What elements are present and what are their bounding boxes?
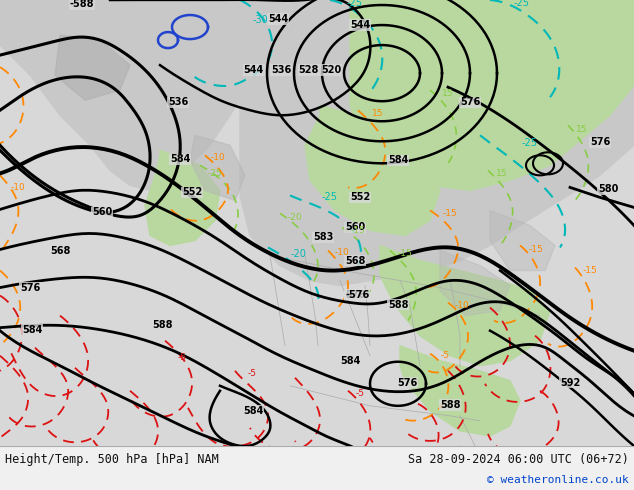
Text: 520: 520 bbox=[321, 65, 341, 75]
Text: 560: 560 bbox=[92, 207, 112, 218]
Polygon shape bbox=[0, 0, 80, 60]
Text: 584: 584 bbox=[170, 154, 190, 164]
Text: -15: -15 bbox=[398, 249, 412, 258]
Text: -25: -25 bbox=[208, 169, 223, 178]
Text: 568: 568 bbox=[345, 255, 365, 266]
Polygon shape bbox=[190, 135, 245, 200]
Text: -15: -15 bbox=[443, 209, 457, 218]
Polygon shape bbox=[145, 150, 220, 245]
Text: -10: -10 bbox=[335, 248, 349, 257]
Text: -10: -10 bbox=[210, 153, 225, 162]
Text: 584: 584 bbox=[340, 356, 360, 366]
Text: -20: -20 bbox=[290, 248, 306, 259]
Polygon shape bbox=[0, 0, 270, 191]
Text: 584: 584 bbox=[243, 406, 263, 416]
Text: 15: 15 bbox=[576, 125, 588, 134]
Text: 584: 584 bbox=[388, 155, 408, 165]
Text: -5: -5 bbox=[356, 389, 365, 398]
Text: -25: -25 bbox=[522, 138, 538, 148]
Polygon shape bbox=[380, 245, 550, 366]
Polygon shape bbox=[305, 105, 440, 236]
Text: 576: 576 bbox=[345, 290, 365, 299]
Text: 536: 536 bbox=[168, 97, 188, 107]
Text: -25: -25 bbox=[347, 0, 363, 8]
Text: Sa 28-09-2024 06:00 UTC (06+72): Sa 28-09-2024 06:00 UTC (06+72) bbox=[408, 453, 629, 466]
Polygon shape bbox=[270, 0, 450, 70]
Text: 592: 592 bbox=[560, 378, 580, 388]
Text: 552: 552 bbox=[350, 193, 370, 202]
Text: -10: -10 bbox=[455, 301, 469, 310]
Text: 580: 580 bbox=[598, 184, 618, 195]
Text: 576: 576 bbox=[460, 97, 480, 107]
Text: -15: -15 bbox=[351, 226, 365, 235]
Polygon shape bbox=[240, 0, 634, 286]
Polygon shape bbox=[400, 346, 520, 436]
Text: -576: -576 bbox=[345, 290, 369, 299]
Text: 576: 576 bbox=[590, 137, 611, 147]
Text: 552: 552 bbox=[182, 187, 202, 197]
Text: -5: -5 bbox=[247, 369, 257, 378]
Text: -15: -15 bbox=[529, 245, 543, 254]
Text: 583: 583 bbox=[313, 232, 333, 243]
Text: -30: -30 bbox=[252, 15, 268, 25]
Text: 544: 544 bbox=[243, 65, 264, 75]
Text: -5: -5 bbox=[178, 353, 186, 362]
Text: 15: 15 bbox=[496, 169, 508, 178]
Text: 560: 560 bbox=[345, 222, 365, 232]
Text: -25: -25 bbox=[514, 0, 530, 8]
Text: 536: 536 bbox=[271, 65, 291, 75]
Text: 588: 588 bbox=[388, 299, 408, 310]
Text: -15: -15 bbox=[583, 266, 597, 275]
Text: -5: -5 bbox=[441, 351, 450, 360]
Polygon shape bbox=[350, 0, 634, 191]
Text: 15: 15 bbox=[443, 89, 454, 98]
Text: 528: 528 bbox=[299, 65, 319, 75]
Text: 584: 584 bbox=[22, 325, 42, 335]
Text: 588: 588 bbox=[440, 400, 460, 410]
Polygon shape bbox=[440, 250, 510, 316]
Text: © weatheronline.co.uk: © weatheronline.co.uk bbox=[488, 475, 629, 485]
Text: 568: 568 bbox=[50, 245, 70, 255]
Text: 576: 576 bbox=[20, 283, 40, 293]
Text: -10: -10 bbox=[11, 183, 25, 192]
Text: 15: 15 bbox=[372, 109, 384, 118]
Text: 544: 544 bbox=[350, 20, 370, 30]
Text: -25: -25 bbox=[322, 193, 338, 202]
Text: -588: -588 bbox=[70, 0, 94, 9]
Text: Height/Temp. 500 hPa [hPa] NAM: Height/Temp. 500 hPa [hPa] NAM bbox=[5, 453, 219, 466]
Text: -20: -20 bbox=[288, 213, 302, 222]
Text: 544: 544 bbox=[268, 14, 288, 24]
Polygon shape bbox=[490, 210, 555, 270]
Text: 588: 588 bbox=[152, 319, 172, 330]
Polygon shape bbox=[55, 35, 130, 100]
Text: 576: 576 bbox=[397, 378, 417, 388]
